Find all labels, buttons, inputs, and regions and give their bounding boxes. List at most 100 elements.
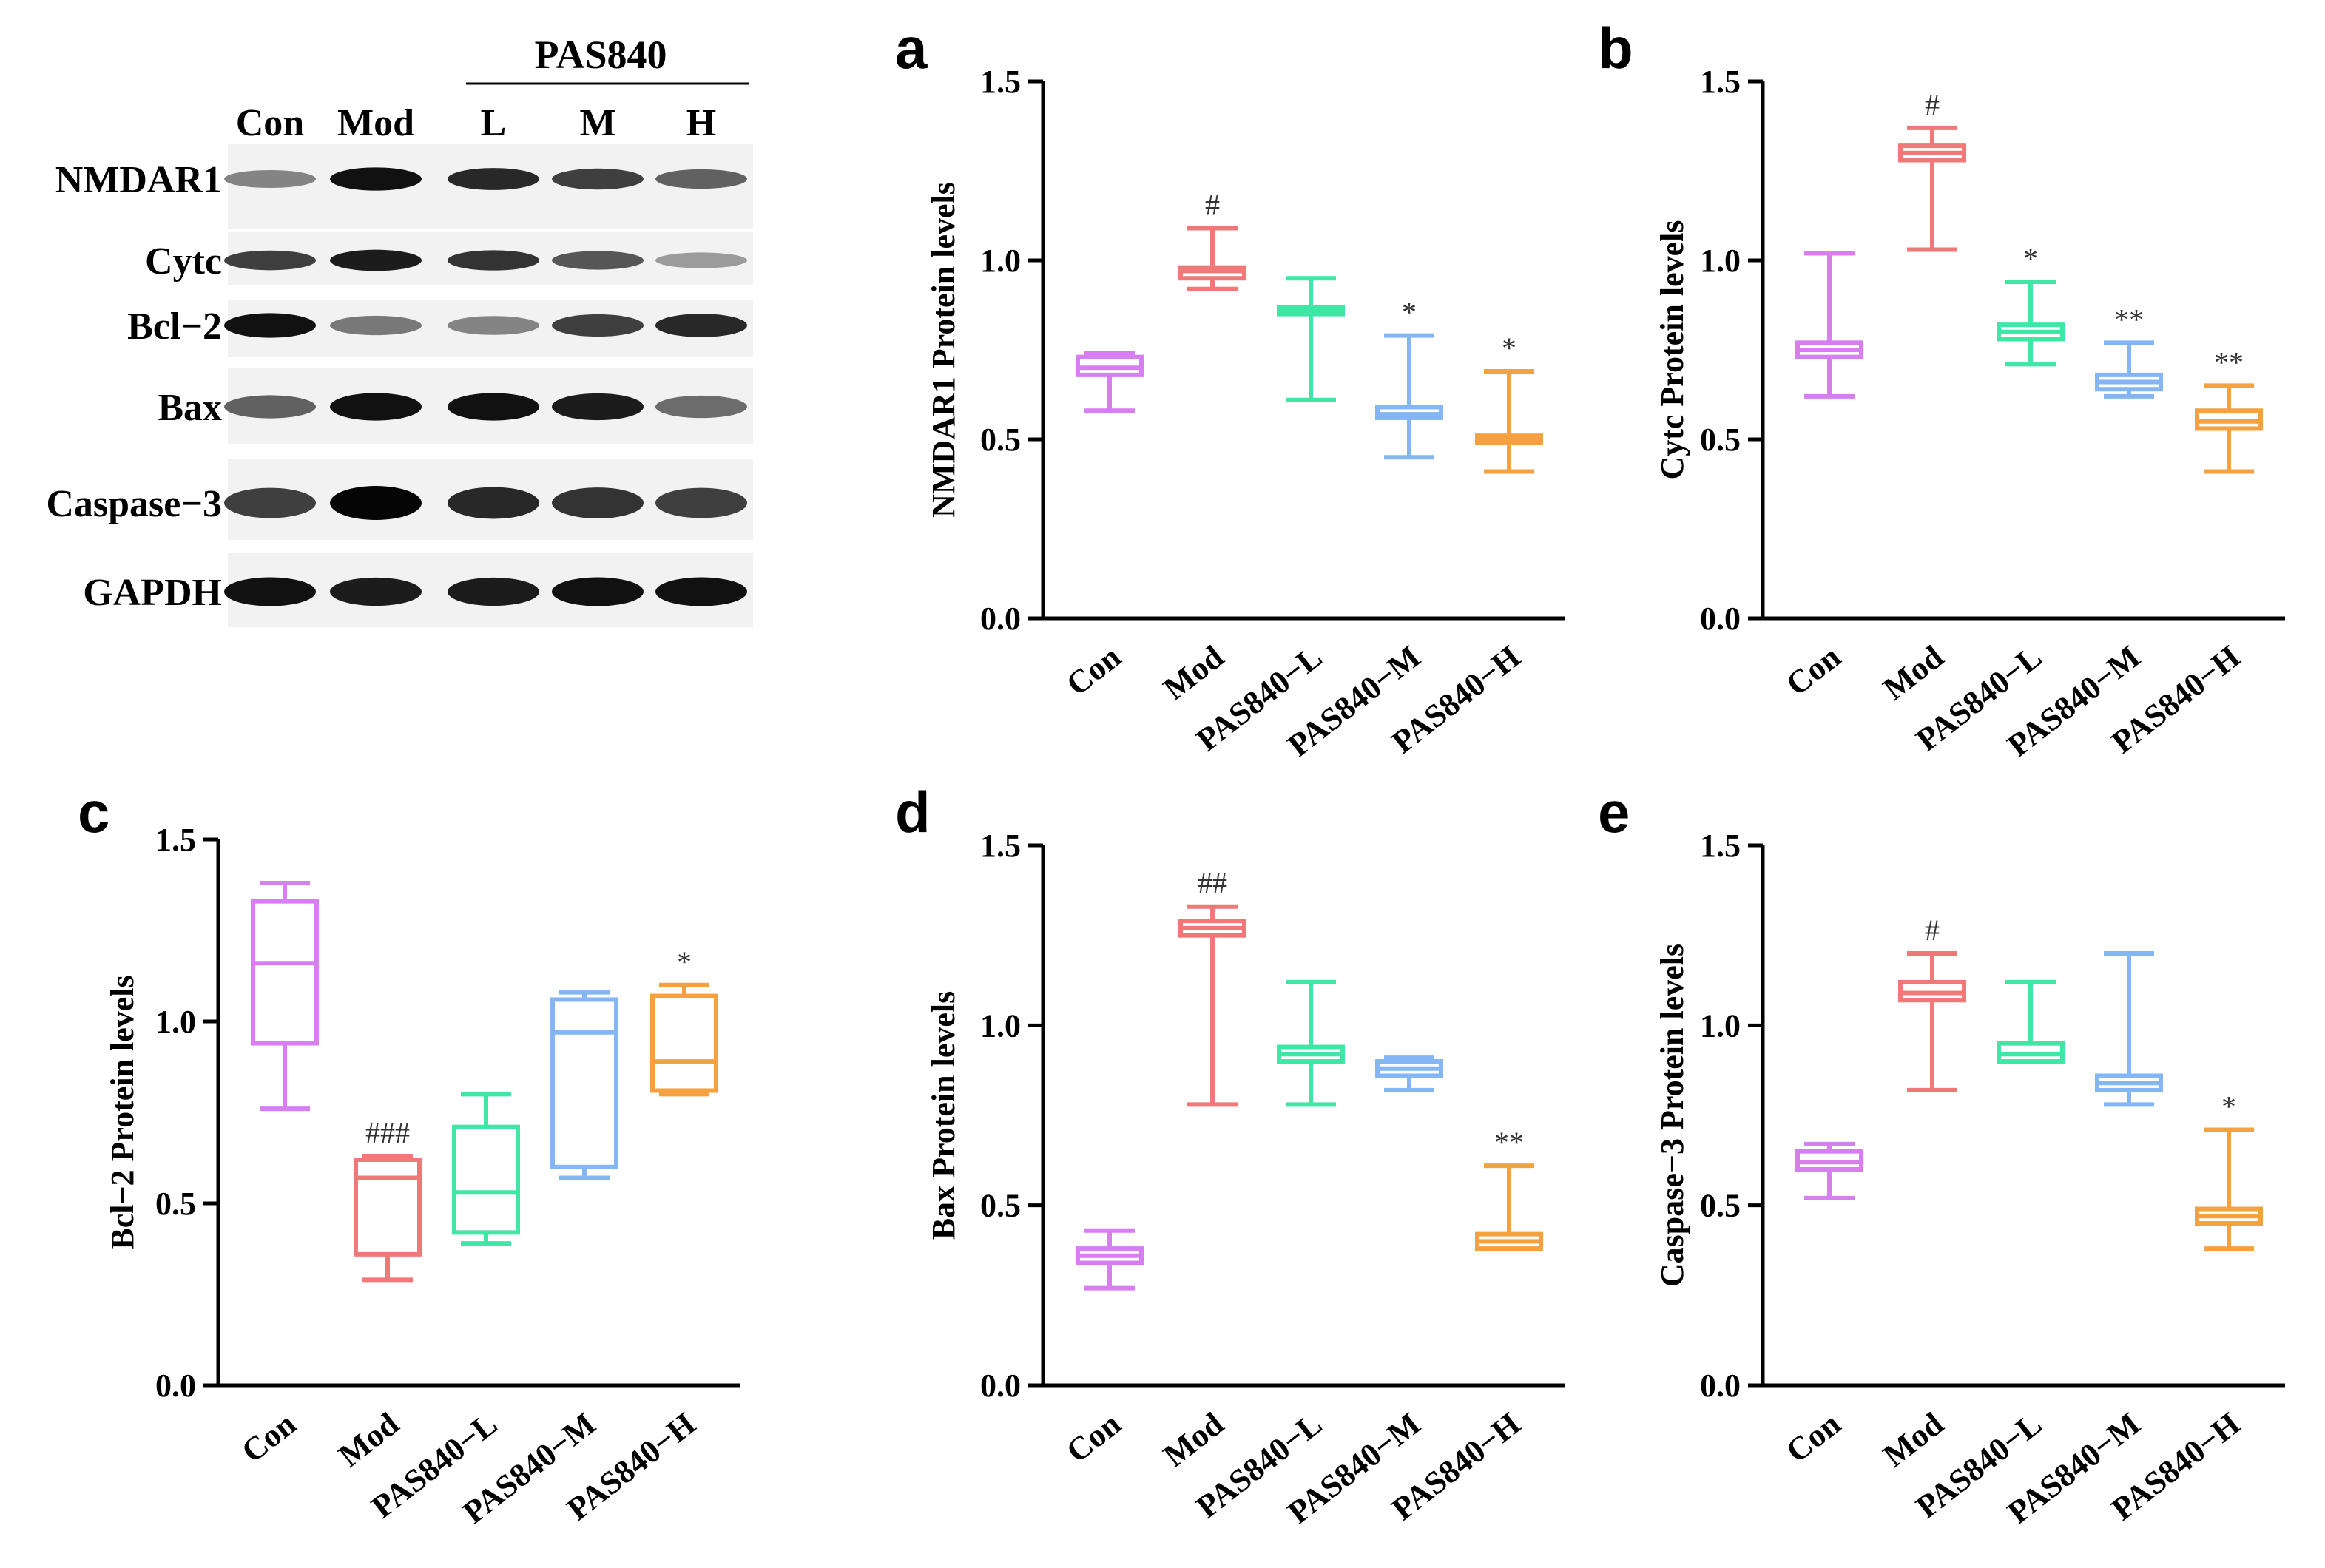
blot-band: [224, 313, 316, 338]
blot-band: [552, 251, 644, 270]
blot-protein-label: NMDAR1: [55, 159, 222, 201]
iqr-box: [650, 993, 718, 1093]
y-tick-label: 0.5: [155, 1186, 196, 1222]
y-tick-label: 1.5: [980, 64, 1021, 100]
y-axis-label: Caspase−3 Protein levels: [1654, 944, 1690, 1287]
box-plot-1: [251, 881, 319, 1112]
significance-mark: *: [1502, 331, 1516, 365]
blot-band: [655, 252, 747, 268]
significance-mark: *: [1402, 296, 1417, 329]
blot-protein-label: Caspase−3: [46, 483, 222, 525]
blot-band: [552, 393, 644, 421]
blot-band: [330, 577, 422, 606]
blot-band: [448, 487, 539, 519]
box-plot-2: #: [1178, 188, 1246, 291]
blot-band: [552, 577, 644, 606]
y-axis-label: Bax Protein levels: [925, 991, 962, 1240]
blot-band: [330, 315, 422, 336]
box-plot-2: ###: [354, 1116, 422, 1283]
blot-protein-label: Bax: [158, 387, 222, 429]
blot-band: [655, 314, 747, 337]
box-plot-5: *: [650, 945, 718, 1097]
box-plot-3: [452, 1092, 520, 1246]
box-plot-4: **: [2095, 303, 2163, 399]
blot-row: GAPDH: [83, 553, 753, 627]
y-axis-label: Cytc Protein levels: [1654, 220, 1690, 479]
blot-band: [330, 393, 422, 421]
panel-letter: d: [895, 780, 931, 845]
blot-protein-label: Cytc: [145, 240, 222, 283]
box-plot-5: **: [2195, 345, 2263, 474]
blot-band: [224, 169, 316, 189]
blot-row: Bcl−2: [127, 300, 753, 357]
box-plot-2: ##: [1178, 867, 1246, 1107]
box-plot-3: [1997, 979, 2065, 1064]
box-plot-4: *: [1375, 296, 1443, 460]
significance-mark: **: [2114, 303, 2144, 336]
blot-lane-label: Mod: [337, 102, 414, 144]
y-tick-label: 0.0: [1700, 1368, 1741, 1404]
blot-band: [655, 577, 747, 606]
significance-mark: **: [2214, 345, 2244, 379]
y-tick-label: 0.0: [980, 1368, 1021, 1404]
y-tick-label: 1.0: [1700, 243, 1741, 279]
y-tick-label: 0.0: [1700, 601, 1741, 637]
y-tick-label: 1.0: [155, 1004, 196, 1040]
blot-lane-label: H: [686, 102, 716, 144]
blot-row: Caspase−3: [46, 459, 753, 540]
blot-band: [552, 314, 644, 337]
y-tick-label: 1.5: [155, 822, 196, 858]
blot-band: [224, 487, 316, 518]
box-plot-5: *: [1475, 331, 1543, 474]
box-plot-1: [1076, 1228, 1144, 1291]
y-tick-label: 1.0: [980, 1007, 1021, 1044]
significance-mark: #: [1925, 913, 1940, 947]
y-tick-label: 1.5: [980, 828, 1021, 864]
blot-protein-label: GAPDH: [83, 572, 222, 614]
blot-band: [224, 577, 316, 606]
blot-band: [655, 169, 747, 189]
box-plot-3: [1277, 979, 1345, 1107]
box-plot-4: [550, 990, 618, 1180]
panel-letter: e: [1598, 780, 1630, 845]
box-plot-2: #: [1898, 913, 1966, 1092]
panel-letter: c: [78, 780, 109, 845]
y-tick-label: 1.5: [1700, 828, 1741, 864]
blot-band: [224, 250, 316, 271]
blot-row: Cytc: [145, 232, 753, 285]
significance-mark: *: [677, 945, 692, 979]
box-plot-5: **: [1475, 1126, 1543, 1251]
y-tick-label: 0.5: [980, 1188, 1021, 1224]
box-plot-5: *: [2195, 1089, 2263, 1251]
y-axis-label: NMDAR1 Protein levels: [925, 182, 962, 518]
blot-protein-label: Bcl−2: [127, 305, 222, 348]
blot-band: [552, 168, 644, 190]
significance-mark: ##: [1198, 867, 1227, 900]
iqr-box: [452, 1124, 520, 1235]
blot-band: [448, 577, 539, 606]
significance-mark: *: [2023, 242, 2038, 275]
y-tick-label: 0.5: [980, 422, 1021, 458]
y-axis-label: Bcl−2 Protein levels: [104, 975, 141, 1249]
iqr-box: [354, 1157, 422, 1257]
significance-mark: #: [1925, 88, 1940, 121]
y-tick-label: 0.0: [980, 601, 1021, 637]
blot-band: [448, 316, 539, 335]
blot-band: [330, 486, 422, 520]
blot-band: [330, 249, 422, 271]
y-tick-label: 1.5: [1700, 64, 1741, 100]
blot-lane-label: L: [481, 102, 507, 144]
y-tick-label: 1.0: [980, 243, 1021, 279]
blot-band: [448, 393, 539, 421]
blot-row: Bax: [158, 368, 753, 444]
significance-mark: ###: [365, 1116, 410, 1149]
box-plot-3: [1277, 276, 1345, 402]
iqr-box: [550, 997, 618, 1169]
box-plot-2: #: [1898, 88, 1966, 252]
iqr-box: [251, 899, 319, 1046]
y-tick-label: 0.5: [1700, 1188, 1741, 1224]
significance-mark: *: [2221, 1089, 2236, 1123]
blot-band: [448, 168, 539, 190]
box-plot-1: [1795, 251, 1863, 399]
blot-band: [552, 487, 644, 518]
